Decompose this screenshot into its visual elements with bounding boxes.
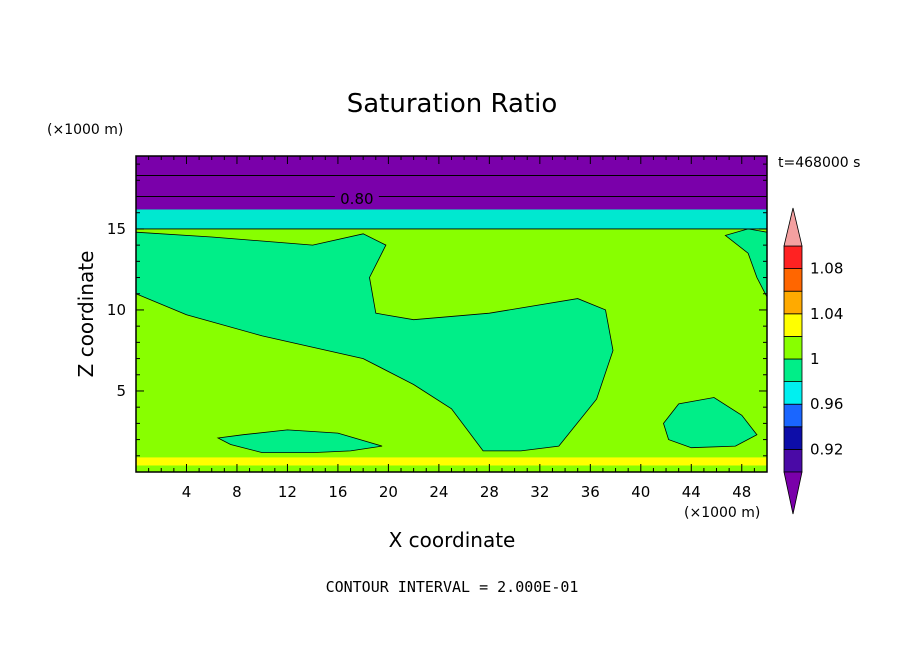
colorbar-label: 0.92 (810, 440, 843, 458)
x-tick-label: 48 (732, 483, 751, 501)
contour-label: 0.80 (334, 189, 379, 208)
colorbar-band (783, 245, 803, 270)
x-tick-label: 12 (278, 483, 297, 501)
colorbar-band (783, 403, 803, 428)
x-tick-label: 28 (480, 483, 499, 501)
colorbar-band (783, 268, 803, 292)
x-tick-label: 44 (682, 483, 701, 501)
colorbar-label: 1.04 (810, 305, 843, 323)
contour-label-text: 0.80 (340, 190, 373, 208)
dry-top-layer (136, 156, 767, 210)
colorbar-band (783, 335, 803, 360)
x-axis-ticks: 4 8 12 16 20 24 28 32 36 40 44 48 (148, 156, 755, 501)
colorbar-label: 1 (810, 350, 820, 368)
time-label: t=468000 s (778, 155, 860, 171)
x-tick-label: 32 (530, 483, 549, 501)
y-axis-title: Z coordinate (74, 251, 98, 378)
x-axis-units: (×1000 m) (684, 505, 760, 521)
contour-interval-footer: CONTOUR INTERVAL = 2.000E-01 (326, 578, 579, 596)
colorbar-band (783, 426, 803, 450)
colorbar-label: 0.96 (810, 395, 843, 413)
x-tick-label: 4 (182, 483, 192, 501)
x-tick-label: 16 (328, 483, 347, 501)
x-tick-label: 36 (581, 483, 600, 501)
y-tick-label: 10 (107, 301, 126, 319)
colorbar-label: 1.08 (810, 260, 843, 278)
colorbar-band (783, 381, 803, 405)
x-tick-label: 24 (429, 483, 448, 501)
y-tick-label: 5 (116, 382, 126, 400)
plot-area (135, 155, 768, 473)
colorbar-under-arrow (783, 471, 803, 515)
x-axis-title: X coordinate (389, 528, 516, 552)
y-axis-units: (×1000 m) (47, 122, 123, 138)
x-tick-label: 20 (379, 483, 398, 501)
colorbar-band (783, 290, 803, 315)
colorbar-over-arrow (783, 207, 803, 247)
moist-pocket (663, 397, 758, 449)
colorbar-band (783, 358, 803, 383)
moist-pocket (216, 429, 383, 454)
moist-pocket (135, 231, 614, 452)
surface-layer (136, 457, 767, 466)
y-axis-ticks: 5 10 15 (107, 163, 767, 457)
transition-layer (136, 209, 767, 229)
colorbar-band (783, 448, 803, 473)
chart-title: Saturation Ratio (347, 89, 558, 119)
colorbar-band (783, 313, 803, 337)
x-tick-label: 40 (631, 483, 650, 501)
y-tick-label: 15 (107, 220, 126, 238)
x-tick-label: 8 (232, 483, 242, 501)
colorbar: 1.08 1.04 1 0.96 0.92 (783, 207, 843, 515)
